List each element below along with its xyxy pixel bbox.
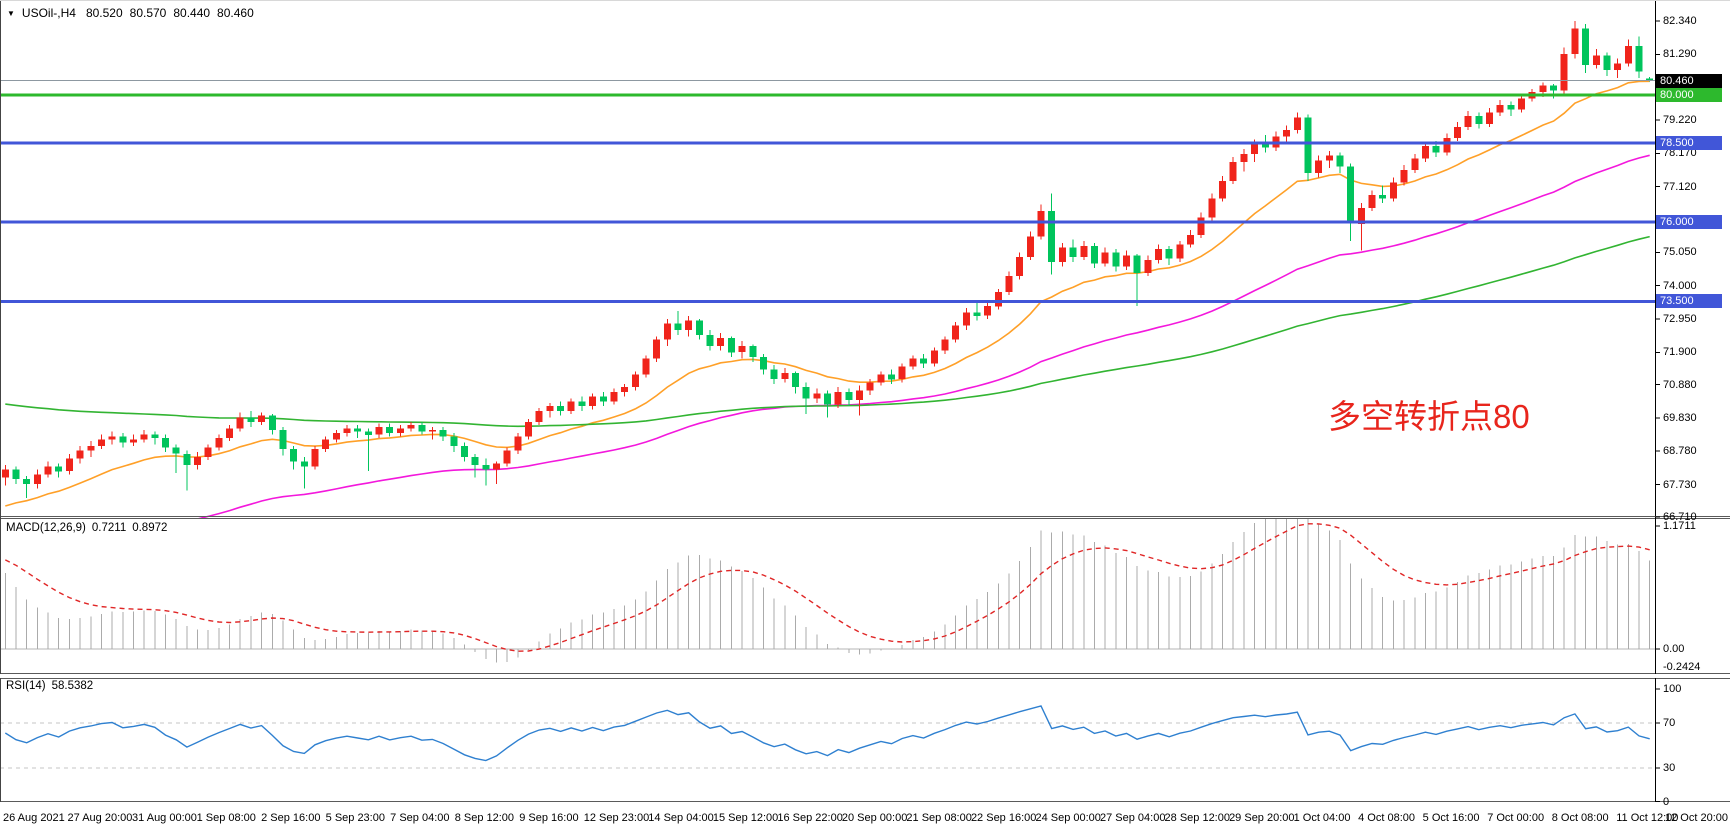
time-axis-label: 12 Sep 23:00 — [583, 812, 650, 824]
macd-panel-canvas[interactable] — [0, 518, 1730, 674]
price-y-tick-label: 79.220 — [1663, 113, 1697, 126]
macd-signal-value: 0.8972 — [132, 522, 168, 534]
time-axis-label: 27 Sep 04:00 — [1100, 812, 1166, 824]
price-y-tick-label: 82.340 — [1663, 14, 1697, 27]
time-axis-label: 15 Sep 12:00 — [712, 812, 779, 824]
rsi-name: RSI(14) — [6, 680, 46, 692]
time-axis-label: 11 Oct 12:00 — [1616, 812, 1679, 824]
price-y-tick-label: 69.830 — [1663, 411, 1697, 424]
time-axis-label: 14 Sep 04:00 — [648, 812, 714, 824]
price-y-tick-label: 71.900 — [1663, 346, 1697, 359]
price-level-badge: 80.000 — [1656, 88, 1722, 103]
time-axis-label: 29 Sep 20:00 — [1229, 812, 1295, 824]
rsi-y-tick-label: 70 — [1663, 716, 1676, 729]
macd-y-tick-label: 0.00 — [1663, 643, 1685, 655]
time-axis-label: 16 Sep 22:00 — [777, 812, 843, 824]
close-value: 80.460 — [217, 6, 254, 20]
time-axis-label: 27 Aug 20:00 — [67, 812, 133, 824]
rsi-panel-canvas[interactable] — [0, 678, 1730, 802]
macd-main-value: 0.7211 — [91, 522, 127, 534]
symbol-ohlc-header: ▼ USOil-,H4 80.520 80.570 80.440 80.460 — [7, 5, 261, 21]
rsi-y-tick-label: 30 — [1663, 761, 1676, 774]
chart-dropdown-icon[interactable]: ▼ — [7, 8, 15, 18]
mid-ma-line — [198, 154, 1650, 518]
price-y-tick-label: 75.050 — [1663, 246, 1697, 259]
fast-ma-line — [5, 80, 1650, 507]
price-y-tick-label: 70.880 — [1663, 378, 1697, 391]
time-axis-label: 4 Oct 08:00 — [1358, 812, 1415, 824]
price-y-tick-label: 77.120 — [1663, 180, 1697, 193]
high-value: 80.570 — [129, 6, 167, 20]
price-chart-canvas[interactable] — [0, 1, 1730, 518]
time-axis-label: 9 Sep 16:00 — [519, 812, 579, 824]
time-axis-label: 21 Sep 08:00 — [906, 812, 972, 824]
time-axis-label: 20 Sep 00:00 — [841, 812, 908, 824]
time-axis-label: 8 Sep 12:00 — [454, 812, 515, 824]
time-axis-label: 5 Sep 23:00 — [325, 812, 385, 824]
price-y-tick-label: 67.730 — [1663, 478, 1697, 491]
time-axis-label: 31 Aug 00:00 — [132, 812, 197, 824]
rsi-y-tick-label: 100 — [1663, 683, 1682, 695]
macd-y-tick-label: 1.1711 — [1663, 520, 1696, 533]
time-axis-label: 1 Oct 04:00 — [1293, 812, 1351, 824]
time-axis-label: 22 Sep 16:00 — [970, 812, 1037, 824]
time-axis-label: 24 Sep 00:00 — [1035, 812, 1101, 824]
open-value: 80.520 — [85, 6, 123, 20]
time-axis-label: 1 Sep 08:00 — [196, 812, 256, 824]
price-level-badge: 73.500 — [1656, 294, 1722, 309]
low-value: 80.440 — [173, 6, 211, 20]
time-axis-label: 5 Oct 16:00 — [1422, 812, 1480, 824]
time-axis-label: 7 Oct 00:00 — [1487, 812, 1545, 824]
macd-indicator-label: MACD(12,26,9) 0.7211 0.8972 — [6, 522, 173, 534]
macd-y-tick-label: -0.2424 — [1663, 661, 1701, 673]
chart-annotation-text: 多空转折点80 — [1328, 398, 1530, 435]
macd-name: MACD(12,26,9) — [6, 522, 86, 534]
rsi-indicator-label: RSI(14) 58.5382 — [6, 680, 99, 692]
price-y-tick-label: 74.000 — [1663, 279, 1697, 292]
price-y-tick-label: 66.710 — [1663, 510, 1697, 523]
price-y-tick-label: 81.290 — [1663, 48, 1697, 61]
time-axis-label: 7 Sep 04:00 — [390, 812, 450, 824]
time-axis-label: 12 Oct 20:00 — [1665, 812, 1728, 824]
time-axis-label: 2 Sep 16:00 — [261, 812, 321, 824]
rsi-value: 58.5382 — [51, 680, 94, 692]
rsi-y-tick-label: 0 — [1663, 795, 1670, 808]
price-y-tick-label: 72.950 — [1663, 312, 1697, 325]
current-price-badge: 80.460 — [1656, 73, 1722, 88]
time-axis-label: 26 Aug 2021 — [3, 812, 65, 824]
price-level-badge: 78.500 — [1656, 135, 1722, 150]
time-axis-label: 8 Oct 08:00 — [1551, 812, 1609, 824]
symbol-timeframe-label: USOil-,H4 — [21, 6, 76, 20]
time-axis-label: 28 Sep 12:00 — [1164, 812, 1230, 824]
price-y-tick-label: 78.170 — [1663, 147, 1697, 160]
price-level-badge: 76.000 — [1656, 215, 1722, 230]
price-y-tick-label: 68.780 — [1663, 445, 1697, 458]
